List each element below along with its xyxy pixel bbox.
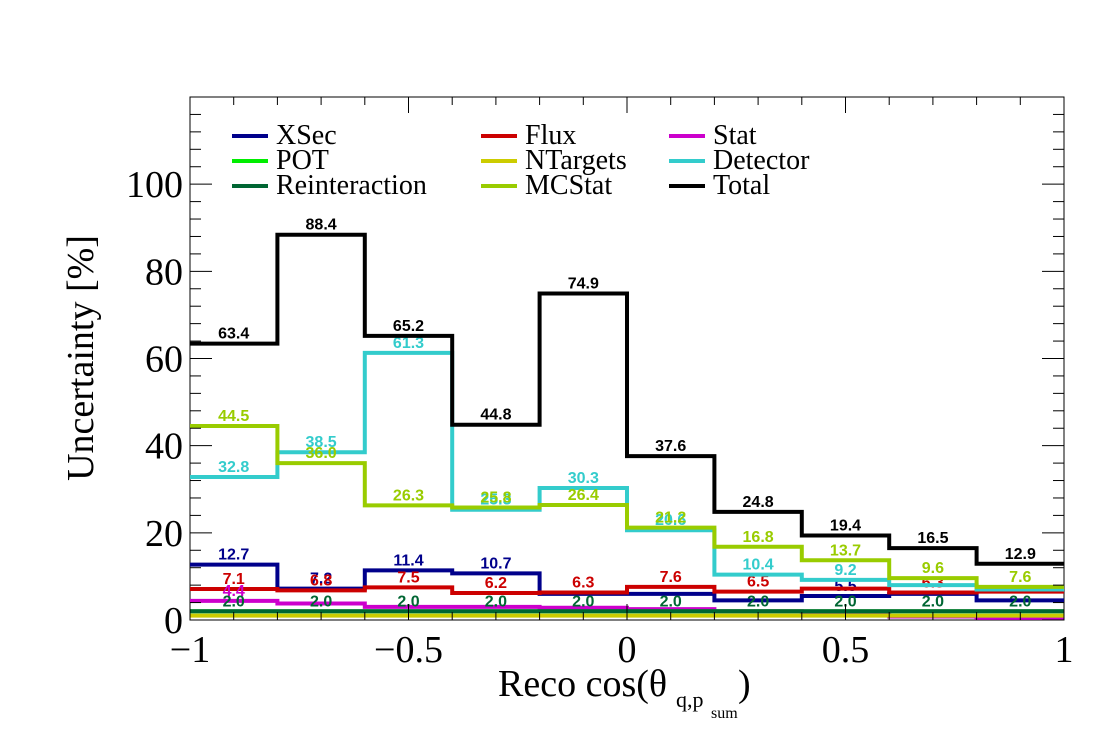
data-label: 16.5 xyxy=(917,530,948,547)
data-label: 11.4 xyxy=(393,552,423,569)
series-line xyxy=(190,232,1064,566)
legend-label: Stat xyxy=(713,120,757,151)
data-label: 9.6 xyxy=(922,560,944,577)
data-label: 25.3 xyxy=(480,492,511,509)
data-label: 2.0 xyxy=(747,593,769,610)
data-label: 2.0 xyxy=(223,593,245,610)
legend: XSec Flux Stat POT NTargets Detector Reinterac… xyxy=(232,120,810,201)
data-label: 2.0 xyxy=(310,593,332,610)
legend-item-xsec: XSec xyxy=(232,120,337,151)
data-label: 12.7 xyxy=(218,547,249,564)
data-label: 7.6 xyxy=(660,569,682,586)
data-label: 6.2 xyxy=(485,575,507,592)
x-axis-title-close: ) xyxy=(738,663,751,705)
data-label: 36.0 xyxy=(306,445,337,462)
data-label: 26.4 xyxy=(568,487,599,504)
legend-label: NTargets xyxy=(525,145,627,176)
legend-item-mcstat: MCStat xyxy=(481,170,612,201)
data-label: 7.1 xyxy=(223,571,245,588)
data-label: 2.0 xyxy=(572,593,594,610)
data-label: 10.7 xyxy=(480,555,511,572)
data-label: 25.8 xyxy=(480,490,511,507)
data-label: 10.4 xyxy=(743,557,774,574)
legend-label: Detector xyxy=(713,145,810,176)
y-tick-label: 60 xyxy=(145,339,183,381)
y-tick-label: 100 xyxy=(126,164,183,206)
series-mcstat: 44.5 36.0 26.3 25.8 26.4 21.2 16.8 13.7 9.6 7.6 xyxy=(190,408,1064,589)
data-label: 74.9 xyxy=(568,276,599,293)
legend-label: Reinteraction xyxy=(276,170,427,201)
data-label: 19.4 xyxy=(830,517,861,534)
plot-area: 12.7 7.2 11.4 10.7 5.5 7.1 6.8 7.5 6.2 6.3 7.6 6.5 6… xyxy=(189,96,1065,621)
data-label: 37.6 xyxy=(655,438,686,455)
data-label: 26.3 xyxy=(393,487,424,504)
legend-item-detector: Detector xyxy=(669,145,810,176)
data-label: 30.3 xyxy=(568,470,599,487)
y-tick-label: 20 xyxy=(145,513,183,555)
data-label: 2.0 xyxy=(397,593,419,610)
legend-label: Total xyxy=(713,170,770,201)
data-label: 32.8 xyxy=(218,459,249,476)
data-label: 7.5 xyxy=(397,569,419,586)
x-tick-label: −1 xyxy=(170,629,210,671)
series-flux: 7.1 6.8 7.5 6.2 6.3 7.6 6.5 6.3 xyxy=(190,569,1064,595)
data-label: 12.9 xyxy=(1005,546,1036,563)
x-axis-title-subscript: q,p xyxy=(676,687,704,712)
data-label: 44.5 xyxy=(218,408,249,425)
legend-item-total: Total xyxy=(669,170,770,201)
data-label: 16.8 xyxy=(743,529,774,546)
x-axis-title-main: Reco cos(θ xyxy=(498,663,667,705)
legend-label: POT xyxy=(276,145,329,176)
data-label: 6.5 xyxy=(747,574,769,591)
legend-item-ntargets: NTargets xyxy=(481,145,627,176)
data-label: 24.8 xyxy=(743,494,774,511)
x-tick-label: 1 xyxy=(1055,629,1074,671)
data-label: 6.8 xyxy=(310,572,332,589)
data-label: 2.0 xyxy=(660,593,682,610)
y-tick-label: 80 xyxy=(145,251,183,293)
data-label: 7.6 xyxy=(1009,569,1031,586)
legend-item-flux: Flux xyxy=(481,120,576,151)
x-tick-label: −0.5 xyxy=(374,629,443,671)
data-label: 4.4 xyxy=(223,583,245,600)
data-label: 65.2 xyxy=(393,318,424,335)
legend-label: Flux xyxy=(525,120,576,151)
y-axis-ticks: 0 20 40 60 80 100 xyxy=(126,113,1064,642)
data-label: 63.4 xyxy=(218,326,249,343)
data-label: 7.2 xyxy=(310,571,332,588)
y-tick-label: 0 xyxy=(164,600,183,642)
series-line xyxy=(190,424,1064,589)
x-axis-title-subscript-sub: sum xyxy=(711,705,738,722)
data-label: 2.0 xyxy=(1009,593,1031,610)
legend-item-pot: POT xyxy=(232,145,329,176)
data-label: 2.0 xyxy=(485,593,507,610)
legend-item-stat: Stat xyxy=(669,120,757,151)
x-axis-ticks: −1 −0.5 0 0.5 1 xyxy=(170,97,1074,671)
data-label: 88.4 xyxy=(306,217,337,234)
data-label: 9.2 xyxy=(834,562,856,579)
series-total: 63.4 88.4 65.2 44.8 74.9 37.6 24.8 19.4 16.5 12.9 xyxy=(190,217,1064,566)
legend-item-reinteraction: Reinteraction xyxy=(232,170,427,201)
y-axis-title: Uncertainty [%] xyxy=(60,235,102,481)
x-axis-title: Reco cos(θ q,p sum ) xyxy=(498,663,751,722)
data-label: 2.0 xyxy=(922,593,944,610)
data-label: 5.5 xyxy=(834,578,856,595)
x-tick-label: 0.5 xyxy=(822,629,870,671)
data-label: 21.2 xyxy=(655,510,686,527)
data-label: 2.0 xyxy=(834,593,856,610)
data-label: 13.7 xyxy=(830,542,861,559)
legend-label: XSec xyxy=(276,120,337,151)
data-label: 61.3 xyxy=(393,335,424,352)
data-label: 44.8 xyxy=(480,407,511,424)
data-label: 6.3 xyxy=(572,575,594,592)
data-label: 38.5 xyxy=(306,434,337,451)
series-line xyxy=(190,584,1064,595)
x-tick-label: 0 xyxy=(618,629,637,671)
data-label: 20.6 xyxy=(655,512,686,529)
legend-label: MCStat xyxy=(525,170,612,201)
svg-text:Reco cos(θ: Reco cos(θ xyxy=(498,663,667,705)
y-tick-label: 40 xyxy=(145,426,183,468)
